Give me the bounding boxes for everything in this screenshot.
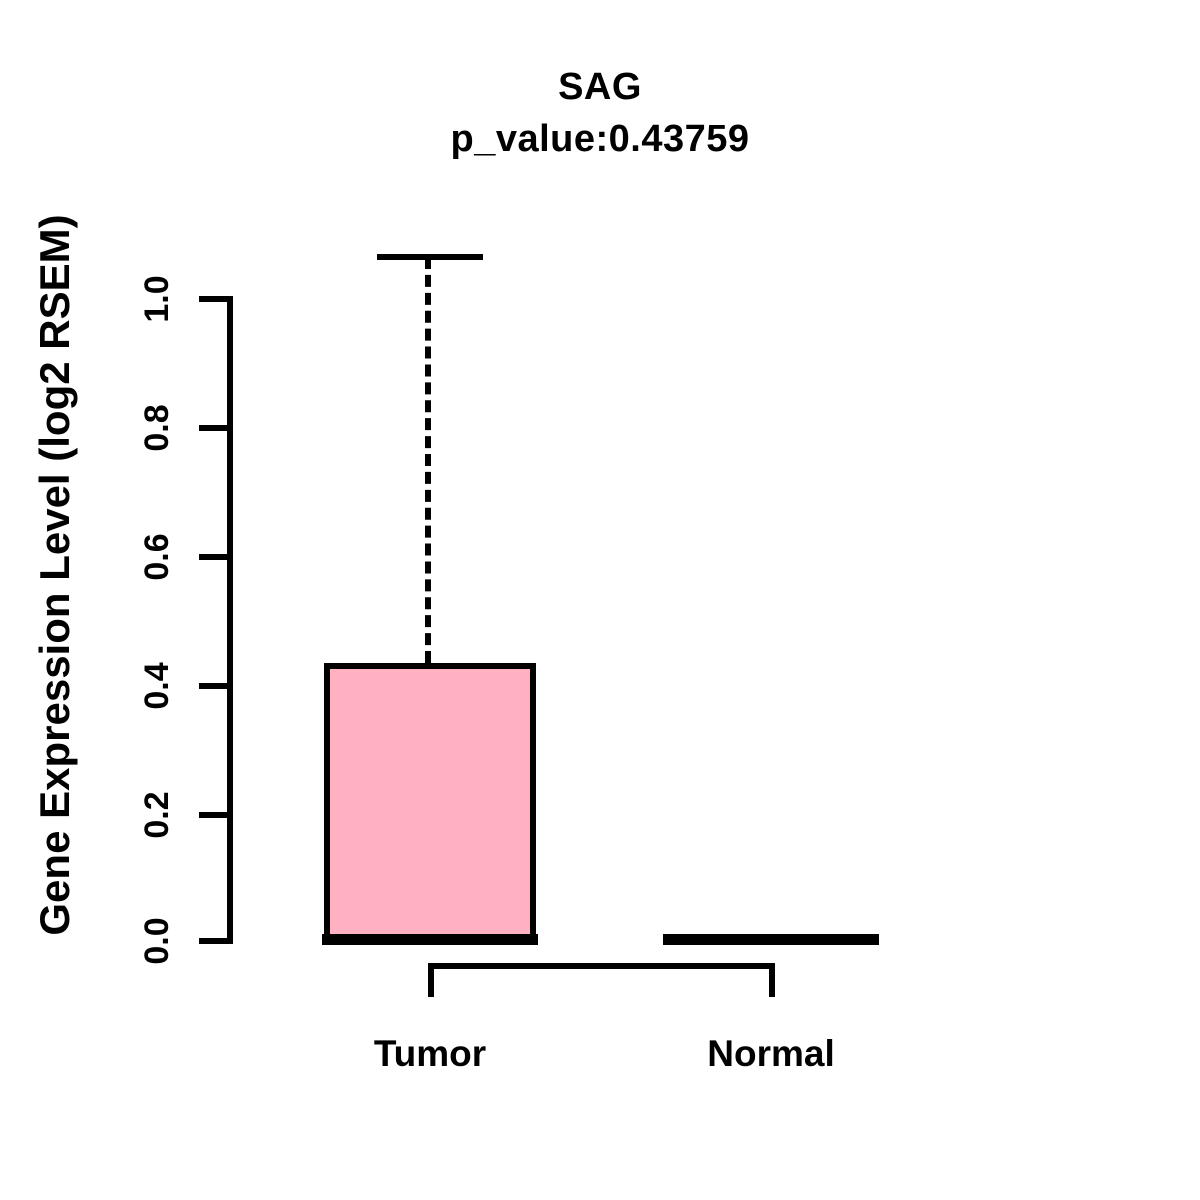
y-axis-tick-label-0.4: 0.4 [138,662,176,710]
y-axis-tick-0.8 [199,425,233,431]
y-axis-line [227,296,233,944]
x-axis-label-normal: Normal [707,1033,835,1074]
y-axis-tick-0.4 [199,683,233,689]
y-axis-tick-label-0.2: 0.2 [138,791,176,839]
normal-median-line [663,934,879,945]
tumor-upper-whisker-stem [425,257,431,664]
y-axis-tick-0.2 [199,812,233,818]
x-axis-line [428,963,775,969]
tumor-box [324,663,536,940]
tumor-upper-whisker-cap [377,254,483,261]
y-axis-tick-1.0 [199,296,233,302]
x-axis-tick-tumor [428,963,434,997]
y-axis-title-container: Gene Expression Level (log2 RSEM) [25,145,85,1005]
y-axis-tick-0.0 [199,938,233,944]
tumor-median-line [322,934,538,945]
chart-subtitle-pvalue: p_value:0.43759 [450,118,750,160]
y-axis-tick-label-0.0: 0.0 [138,917,176,965]
y-axis-tick-label-0.6: 0.6 [138,533,176,581]
x-axis-tick-normal [769,963,775,997]
x-axis-label-tumor: Tumor [373,1033,487,1074]
y-axis-tick-label-1.0: 1.0 [138,275,176,323]
chart-title: SAG [558,66,642,108]
y-axis-title: Gene Expression Level (log2 RSEM) [31,214,78,936]
y-axis-tick-label-0.8: 0.8 [138,404,176,452]
y-axis-tick-0.6 [199,554,233,560]
